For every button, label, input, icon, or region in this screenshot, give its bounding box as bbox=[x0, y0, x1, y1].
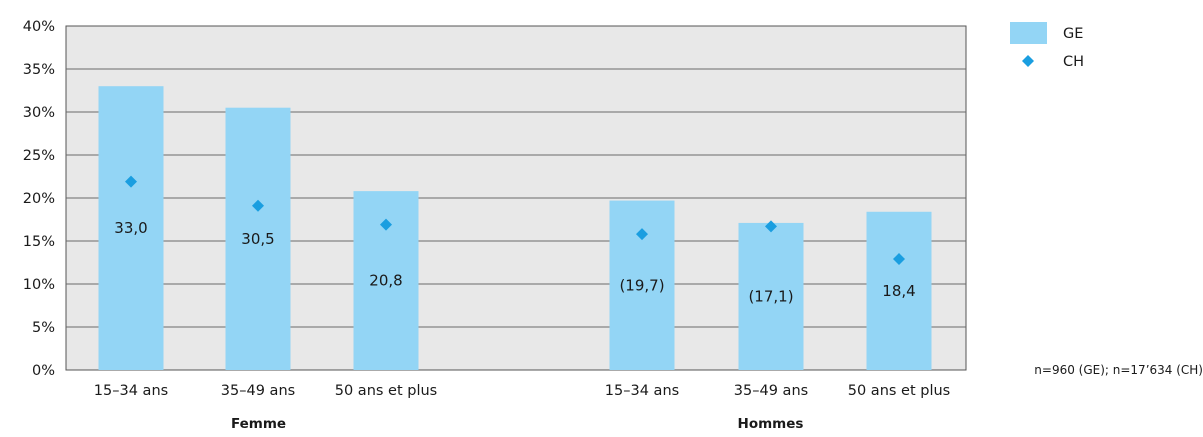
data-labels: 33,0 30,5 20,8 (19,7) (17,1) 18,4 bbox=[114, 219, 915, 305]
y-tick-label: 25% bbox=[23, 148, 55, 164]
bar-value-label: 20,8 bbox=[369, 272, 402, 290]
bar-ge bbox=[738, 222, 804, 370]
group-labels: Femme Hommes bbox=[231, 416, 804, 432]
bar-value-label: 30,5 bbox=[241, 230, 274, 248]
y-tick-label: 10% bbox=[23, 277, 55, 293]
sample-size-note: n=960 (GE); n=17’634 (CH) bbox=[1034, 363, 1203, 377]
bar-value-label: 33,0 bbox=[114, 219, 147, 237]
marker-series-ch bbox=[125, 175, 905, 266]
y-tick-label: 40% bbox=[23, 19, 55, 35]
legend-label-ge: GE bbox=[1063, 26, 1083, 42]
x-axis: 15–34 ans 35–49 ans 50 ans et plus 15–34 an… bbox=[94, 383, 950, 399]
point-ch bbox=[765, 220, 777, 233]
point-ch bbox=[893, 253, 905, 266]
legend-marker-ch bbox=[1022, 55, 1034, 67]
y-tick-label: 5% bbox=[32, 320, 55, 336]
y-axis: 0% 5% 10% 15% 20% 25% 30% 35% 40% bbox=[23, 19, 55, 379]
legend: GE CH bbox=[1010, 22, 1084, 70]
x-category-label: 50 ans et plus bbox=[335, 383, 438, 399]
bar-ge bbox=[98, 86, 164, 370]
y-tick-label: 30% bbox=[23, 105, 55, 121]
x-category-label: 15–34 ans bbox=[94, 383, 168, 399]
point-ch bbox=[125, 175, 137, 188]
bar-value-label: (17,1) bbox=[748, 287, 793, 305]
y-tick-label: 0% bbox=[32, 363, 55, 379]
point-ch bbox=[380, 218, 392, 231]
x-category-label: 35–49 ans bbox=[221, 383, 295, 399]
bar-value-label: (19,7) bbox=[619, 276, 664, 294]
y-tick-label: 35% bbox=[23, 62, 55, 78]
x-category-label: 35–49 ans bbox=[734, 383, 808, 399]
gridlines bbox=[66, 68, 966, 328]
y-tick-label: 20% bbox=[23, 191, 55, 207]
group-label: Hommes bbox=[738, 416, 804, 432]
bar-ge bbox=[866, 211, 932, 370]
x-category-label: 15–34 ans bbox=[605, 383, 679, 399]
legend-label-ch: CH bbox=[1063, 54, 1084, 70]
y-tick-label: 15% bbox=[23, 234, 55, 250]
bar-series-ge bbox=[98, 86, 932, 370]
legend-swatch-ge bbox=[1010, 22, 1047, 44]
group-label: Femme bbox=[231, 416, 286, 432]
x-category-label: 50 ans et plus bbox=[848, 383, 951, 399]
point-ch bbox=[636, 228, 648, 241]
bar-ge bbox=[225, 107, 291, 370]
point-ch bbox=[252, 199, 264, 212]
bar-value-label: 18,4 bbox=[882, 282, 915, 300]
